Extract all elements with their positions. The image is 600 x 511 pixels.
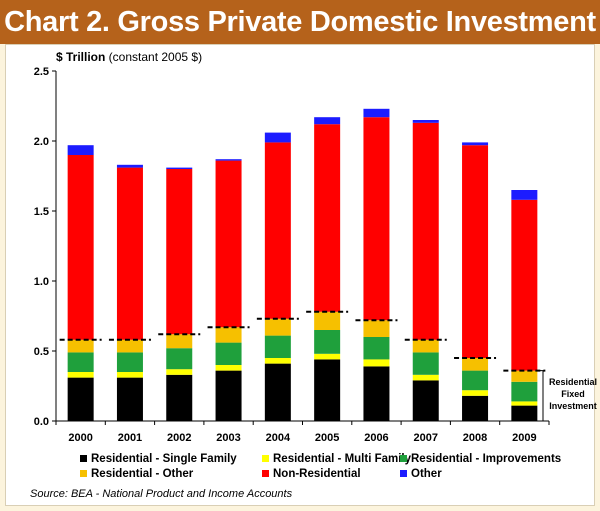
annotation-line-2: Fixed [561, 389, 585, 399]
bar-2002-residential-improvements [166, 348, 193, 370]
x-tick-label-2007: 2007 [414, 432, 438, 444]
x-tick-label-2008: 2008 [463, 432, 487, 444]
x-tick-label-2006: 2006 [364, 432, 388, 444]
bar-2003-residential-other [215, 327, 242, 343]
y-tick-label: 2.5 [34, 66, 49, 78]
x-tick-label-2003: 2003 [216, 432, 240, 444]
bar-2009-residential-multi-family [511, 401, 538, 406]
y-tick-label: 1.5 [34, 206, 49, 218]
bar-2009-residential-single-family [511, 405, 538, 421]
bar-2002-non-residential [166, 169, 193, 335]
bar-2000-residential-single-family [67, 377, 94, 421]
bar-2000-residential-multi-family [67, 372, 94, 378]
bar-2008-other [462, 142, 489, 146]
bar-2002-residential-single-family [166, 374, 193, 421]
x-tick-label-2000: 2000 [68, 432, 92, 444]
title-bar [0, 0, 600, 44]
x-tick-label-2005: 2005 [315, 432, 339, 444]
bar-2009-other [511, 190, 538, 200]
bar-2007-other [412, 120, 439, 123]
bar-2009-non-residential [511, 199, 538, 371]
bar-2001-residential-single-family [116, 377, 143, 421]
bar-2003-residential-multi-family [215, 365, 242, 371]
plot-panel [5, 44, 595, 506]
bar-2006-residential-improvements [363, 337, 390, 360]
bar-2001-residential-improvements [116, 352, 143, 372]
bar-2006-residential-other [363, 320, 390, 337]
y-axis-label: $ Trillion (constant 2005 $) [56, 50, 202, 64]
y-axis-label-detail: (constant 2005 $) [105, 50, 203, 64]
bar-2005-residential-other [314, 311, 341, 330]
bar-2006-residential-single-family [363, 366, 390, 421]
y-tick-label: 2.0 [34, 136, 49, 148]
bar-2006-other [363, 108, 390, 118]
annotation-line-1: Residential [548, 377, 597, 387]
bar-2008-non-residential [462, 145, 489, 358]
bar-2001-non-residential [116, 167, 143, 340]
source-note: Source: BEA - National Product and Incom… [30, 488, 293, 500]
bar-2000-residential-improvements [67, 352, 94, 372]
bar-2007-residential-improvements [412, 352, 439, 375]
bar-2008-residential-improvements [462, 370, 489, 391]
residential-bracket [540, 370, 544, 422]
x-tick-label-2002: 2002 [167, 432, 191, 444]
bar-2005-other [314, 117, 341, 125]
bar-2004-other [264, 132, 291, 143]
bar-2007-residential-multi-family [412, 374, 439, 381]
residential-fixed-investment-annotation: Residential Fixed Investment [548, 376, 598, 412]
bar-2009-residential-improvements [511, 381, 538, 402]
bar-2009-residential-other [511, 370, 538, 382]
bar-2000-other [67, 145, 94, 155]
bar-2008-residential-other [462, 358, 489, 371]
bar-2005-residential-improvements [314, 330, 341, 354]
bar-2003-other [215, 159, 242, 161]
bar-2006-non-residential [363, 117, 390, 321]
y-tick-label: 0.0 [34, 416, 49, 428]
bar-2004-residential-multi-family [264, 358, 291, 364]
x-tick-label-2009: 2009 [512, 432, 536, 444]
bar-2002-residential-multi-family [166, 369, 193, 375]
x-tick-label-2001: 2001 [118, 432, 142, 444]
bar-2000-non-residential [67, 155, 94, 340]
bar-2003-residential-single-family [215, 370, 242, 421]
bar-2007-non-residential [412, 122, 439, 340]
bar-2005-residential-multi-family [314, 353, 341, 360]
bar-2008-residential-multi-family [462, 390, 489, 396]
x-tick-label-2004: 2004 [266, 432, 291, 444]
bar-2004-residential-single-family [264, 363, 291, 421]
chart-title: Chart 2. Gross Private Domestic Investme… [4, 6, 596, 38]
bar-2004-residential-other [264, 318, 291, 336]
y-tick-label: 0.5 [34, 346, 49, 358]
bar-2004-non-residential [264, 142, 291, 319]
y-axis-label-unit: $ Trillion [56, 50, 106, 64]
bar-2007-residential-other [412, 339, 439, 353]
bar-2003-residential-improvements [215, 342, 242, 365]
bar-2008-residential-single-family [462, 395, 489, 421]
bar-2001-residential-other [116, 339, 143, 353]
bar-2006-residential-multi-family [363, 359, 390, 367]
bar-2001-other [116, 164, 143, 168]
bar-2005-non-residential [314, 124, 341, 312]
bar-2002-other [166, 167, 193, 169]
bar-2001-residential-multi-family [116, 372, 143, 378]
bar-2004-residential-improvements [264, 335, 291, 358]
bar-2005-residential-single-family [314, 359, 341, 421]
bar-2000-residential-other [67, 339, 94, 353]
annotation-line-3: Investment [549, 401, 597, 411]
bar-2003-non-residential [215, 160, 242, 328]
bar-2007-residential-single-family [412, 380, 439, 421]
y-tick-label: 1.0 [34, 276, 49, 288]
bar-2002-residential-other [166, 334, 193, 349]
